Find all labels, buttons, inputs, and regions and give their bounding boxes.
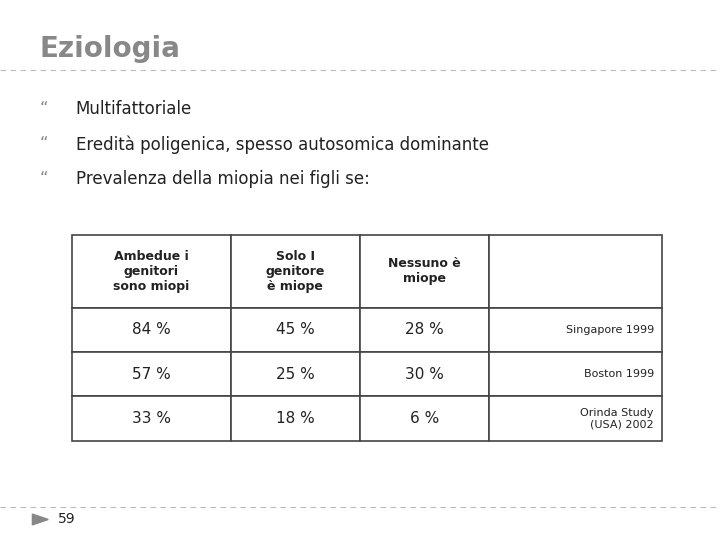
Text: Orinda Study
(USA) 2002: Orinda Study (USA) 2002: [580, 408, 654, 429]
Text: 6 %: 6 %: [410, 411, 439, 426]
Text: Eziologia: Eziologia: [40, 35, 181, 63]
Bar: [72, 235, 230, 308]
Text: Multifattoriale: Multifattoriale: [76, 100, 192, 118]
Bar: [360, 396, 489, 441]
Bar: [230, 308, 360, 352]
Text: Boston 1999: Boston 1999: [583, 369, 654, 379]
Bar: [489, 396, 662, 441]
Bar: [489, 308, 662, 352]
Text: “: “: [40, 100, 48, 118]
Text: 57 %: 57 %: [132, 367, 171, 382]
Text: 45 %: 45 %: [276, 322, 315, 338]
Text: Ambedue i
genitori
sono miopi: Ambedue i genitori sono miopi: [113, 250, 189, 293]
Bar: [230, 396, 360, 441]
Bar: [230, 352, 360, 396]
Text: “: “: [40, 135, 48, 153]
Text: Solo I
genitore
è miope: Solo I genitore è miope: [266, 250, 325, 293]
Bar: [489, 352, 662, 396]
Bar: [230, 235, 360, 308]
Text: 28 %: 28 %: [405, 322, 444, 338]
Text: 59: 59: [58, 512, 75, 526]
Text: 18 %: 18 %: [276, 411, 315, 426]
Text: “: “: [40, 170, 48, 188]
Bar: [72, 396, 230, 441]
Bar: [360, 352, 489, 396]
Text: 84 %: 84 %: [132, 322, 171, 338]
Text: Nessuno è
miope: Nessuno è miope: [388, 258, 461, 285]
Text: Eredità poligenica, spesso autosomica dominante: Eredità poligenica, spesso autosomica do…: [76, 135, 489, 153]
Text: 30 %: 30 %: [405, 367, 444, 382]
Bar: [360, 308, 489, 352]
Bar: [489, 235, 662, 308]
Text: 33 %: 33 %: [132, 411, 171, 426]
Bar: [360, 235, 489, 308]
Bar: [72, 352, 230, 396]
Text: Singapore 1999: Singapore 1999: [565, 325, 654, 335]
Bar: [72, 308, 230, 352]
Text: Prevalenza della miopia nei figli se:: Prevalenza della miopia nei figli se:: [76, 170, 369, 188]
Text: 25 %: 25 %: [276, 367, 315, 382]
Polygon shape: [32, 514, 48, 525]
